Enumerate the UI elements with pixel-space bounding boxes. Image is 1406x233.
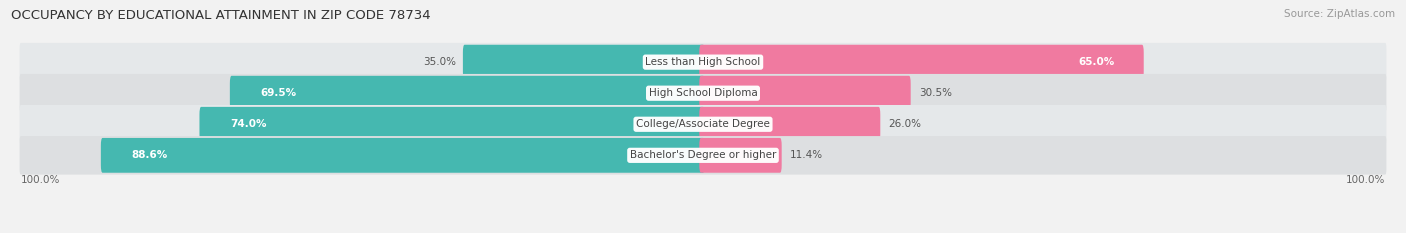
FancyBboxPatch shape — [200, 107, 704, 142]
Text: OCCUPANCY BY EDUCATIONAL ATTAINMENT IN ZIP CODE 78734: OCCUPANCY BY EDUCATIONAL ATTAINMENT IN Z… — [11, 9, 430, 22]
FancyBboxPatch shape — [463, 45, 704, 79]
Text: 35.0%: 35.0% — [423, 57, 457, 67]
FancyBboxPatch shape — [20, 74, 1386, 113]
Text: Less than High School: Less than High School — [645, 57, 761, 67]
Text: 100.0%: 100.0% — [21, 175, 60, 185]
FancyBboxPatch shape — [101, 138, 704, 173]
Text: 11.4%: 11.4% — [790, 150, 824, 160]
FancyBboxPatch shape — [699, 76, 911, 111]
Text: 88.6%: 88.6% — [132, 150, 167, 160]
FancyBboxPatch shape — [699, 107, 880, 142]
Text: College/Associate Degree: College/Associate Degree — [636, 119, 770, 129]
FancyBboxPatch shape — [20, 136, 1386, 175]
Text: Source: ZipAtlas.com: Source: ZipAtlas.com — [1284, 9, 1395, 19]
Text: 65.0%: 65.0% — [1078, 57, 1115, 67]
FancyBboxPatch shape — [699, 138, 782, 173]
Text: High School Diploma: High School Diploma — [648, 88, 758, 98]
Text: 100.0%: 100.0% — [1346, 175, 1385, 185]
FancyBboxPatch shape — [20, 43, 1386, 81]
Text: 30.5%: 30.5% — [920, 88, 952, 98]
Text: 74.0%: 74.0% — [231, 119, 267, 129]
Legend: Owner-occupied, Renter-occupied: Owner-occupied, Renter-occupied — [589, 230, 817, 233]
FancyBboxPatch shape — [229, 76, 704, 111]
FancyBboxPatch shape — [699, 45, 1143, 79]
Text: 69.5%: 69.5% — [260, 88, 297, 98]
Text: 26.0%: 26.0% — [889, 119, 922, 129]
Text: Bachelor's Degree or higher: Bachelor's Degree or higher — [630, 150, 776, 160]
FancyBboxPatch shape — [20, 105, 1386, 144]
